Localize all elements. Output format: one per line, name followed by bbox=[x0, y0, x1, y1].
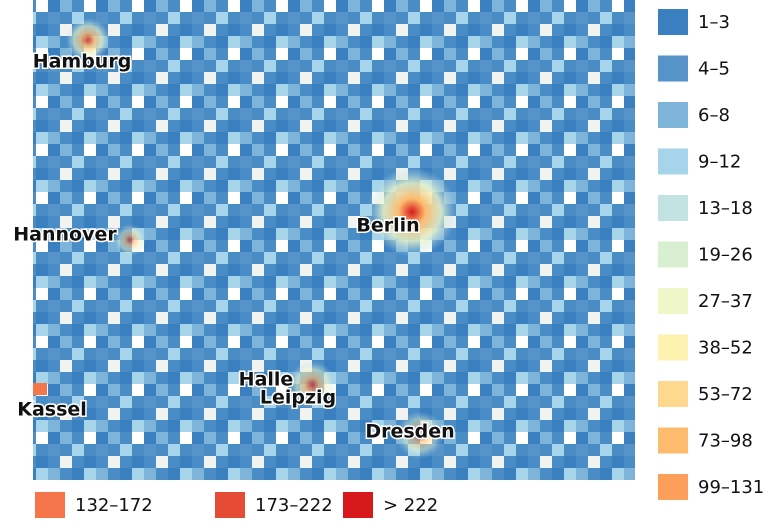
legend-label: 1–3 bbox=[698, 12, 730, 33]
legend-swatch bbox=[35, 492, 65, 518]
legend-label: 27–37 bbox=[698, 291, 753, 312]
legend-label: 53–72 bbox=[698, 384, 753, 405]
city-label: Halle bbox=[239, 369, 294, 391]
legend-label: 9–12 bbox=[698, 152, 741, 173]
legend-swatch bbox=[658, 9, 688, 35]
city-label: Leipzig bbox=[260, 387, 336, 409]
city-label: Dresden bbox=[365, 421, 454, 443]
legend-swatch bbox=[658, 55, 688, 82]
legend-swatch bbox=[658, 102, 688, 128]
legend-label: > 222 bbox=[383, 495, 438, 516]
hotspot bbox=[66, 18, 110, 62]
city-label: Kassel bbox=[17, 399, 87, 421]
legend-swatch bbox=[658, 288, 688, 314]
legend-swatch bbox=[658, 241, 688, 268]
map bbox=[33, 0, 635, 480]
legend-label: 132–172 bbox=[75, 495, 153, 516]
legend-label: 173–222 bbox=[255, 495, 333, 516]
legend-swatch bbox=[658, 334, 688, 361]
legend-label: 73–98 bbox=[698, 431, 753, 452]
legend: 1–3 4–5 6–8 9–12 13–18 19–26 27–37 38–52 53–72 73… bbox=[35, 9, 764, 518]
legend-swatch bbox=[658, 195, 688, 221]
hotspot bbox=[288, 361, 336, 409]
legend-swatch bbox=[658, 474, 688, 500]
hotspot bbox=[114, 224, 146, 256]
legend-swatch bbox=[658, 381, 688, 407]
city-label: Hannover bbox=[13, 224, 117, 246]
hotspot bbox=[396, 411, 444, 459]
legend-label: 4–5 bbox=[698, 59, 730, 80]
legend-label: 13–18 bbox=[698, 198, 753, 219]
city-label: Berlin bbox=[356, 215, 419, 237]
legend-label: 19–26 bbox=[698, 245, 753, 266]
legend-swatch bbox=[658, 427, 688, 454]
city-label: Hamburg bbox=[33, 51, 132, 73]
hotspot bbox=[33, 383, 47, 395]
legend-label: 99–131 bbox=[698, 477, 764, 498]
legend-swatch bbox=[343, 492, 373, 518]
legend-label: 6–8 bbox=[698, 105, 730, 126]
hotspot bbox=[367, 167, 457, 257]
legend-swatch bbox=[658, 148, 688, 175]
legend-label: 38–52 bbox=[698, 338, 753, 359]
legend-swatch bbox=[215, 492, 245, 518]
